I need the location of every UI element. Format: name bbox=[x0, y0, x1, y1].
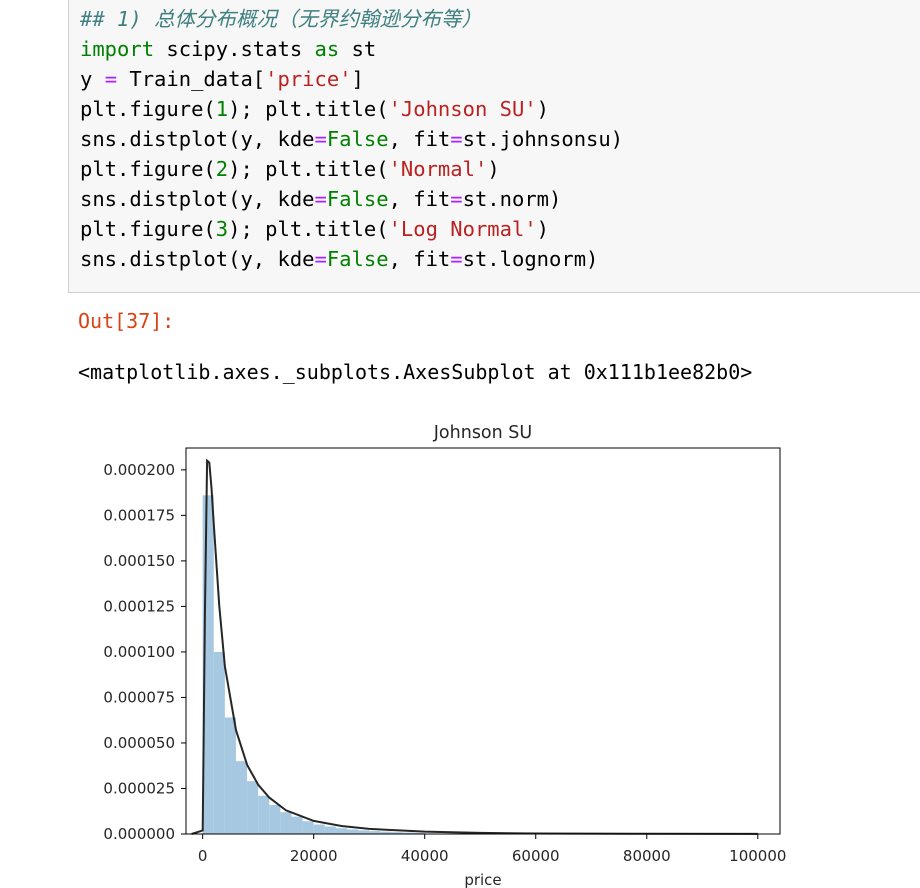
code-token: 'Normal' bbox=[388, 157, 488, 181]
code-line: sns.distplot(y, kde=False, fit=st.johnso… bbox=[80, 124, 623, 154]
histogram-bar bbox=[202, 495, 214, 834]
axes-frame bbox=[185, 447, 781, 835]
code-line: y = Train_data['price'] bbox=[80, 64, 623, 94]
code-token: 'price' bbox=[265, 67, 352, 91]
code-token: = bbox=[314, 127, 327, 151]
code-token: = bbox=[314, 247, 327, 271]
histogram-bar bbox=[358, 830, 370, 834]
code-editor[interactable]: ## 1) 总体分布概况（无界约翰逊分布等） import scipy.stats… bbox=[80, 4, 623, 274]
code-token: ); plt.title( bbox=[228, 97, 389, 121]
code-token: ) bbox=[536, 217, 550, 241]
histogram-bar bbox=[224, 717, 236, 834]
histogram-bar bbox=[380, 831, 392, 834]
code-token: sns.distplot(y, kde bbox=[80, 187, 315, 211]
code-line: sns.distplot(y, kde=False, fit=st.lognor… bbox=[80, 244, 623, 274]
code-token: = bbox=[314, 187, 327, 211]
x-tick-label: 20000 bbox=[290, 847, 338, 865]
code-line: plt.figure(1); plt.title('Johnson SU') bbox=[80, 94, 623, 124]
code-token: , fit bbox=[388, 187, 451, 211]
histogram-bar bbox=[235, 761, 248, 834]
code-token: False bbox=[326, 247, 389, 271]
y-tick-label: 0.000175 bbox=[103, 506, 175, 524]
histogram-bar bbox=[291, 816, 303, 834]
x-tick-label: 60000 bbox=[512, 847, 560, 865]
y-tick-label: 0.000100 bbox=[103, 643, 175, 661]
johnson-su-chart: 0.000000 0.000025 0.000050 0.000075 0.000100… bbox=[103, 423, 786, 888]
histogram-bar bbox=[302, 821, 314, 834]
output-text: <matplotlib.axes._subplots.AxesSubplot a… bbox=[78, 360, 753, 384]
x-tick-label: 80000 bbox=[623, 847, 671, 865]
x-tick-label: 0 bbox=[198, 847, 208, 865]
code-token: = bbox=[104, 67, 118, 91]
histogram-bar bbox=[258, 795, 270, 834]
histogram-bar bbox=[335, 828, 347, 834]
y-tick-label: 0.000075 bbox=[103, 688, 175, 706]
code-token: 'Log Normal' bbox=[388, 217, 537, 241]
x-tick-label: 100000 bbox=[729, 847, 786, 865]
histogram-bar bbox=[391, 832, 403, 834]
code-token: ); plt.title( bbox=[228, 157, 389, 181]
y-tick-label: 0.000025 bbox=[103, 779, 175, 797]
y-tick-label: 0.000125 bbox=[103, 597, 175, 615]
chart-title: Johnson SU bbox=[433, 423, 532, 443]
code-cell[interactable]: ## 1) 总体分布概况（无界约翰逊分布等） import scipy.stats… bbox=[68, 0, 920, 293]
code-token: = bbox=[450, 127, 463, 151]
code-token: = bbox=[450, 247, 463, 271]
code-token: = bbox=[450, 187, 463, 211]
code-line: import scipy.stats as st bbox=[80, 34, 623, 64]
code-token: scipy.stats bbox=[154, 37, 315, 61]
code-token: 'Johnson SU' bbox=[388, 97, 537, 121]
code-token: 3 bbox=[215, 217, 229, 241]
x-axis-label: price bbox=[464, 871, 501, 888]
code-token: as bbox=[314, 37, 340, 61]
y-tick-label: 0.000000 bbox=[103, 825, 175, 843]
histogram-bar bbox=[269, 804, 281, 834]
histogram-bar bbox=[213, 651, 225, 834]
fit-curve-line bbox=[191, 458, 758, 835]
x-axis-ticks: 0 20000 40000 60000 80000 100000 bbox=[198, 834, 786, 865]
histogram-bar bbox=[280, 812, 292, 834]
code-token: ); plt.title( bbox=[228, 217, 389, 241]
histogram-bar bbox=[324, 826, 336, 834]
code-token: False bbox=[326, 127, 389, 151]
code-token: st.lognorm) bbox=[462, 247, 599, 271]
code-token: 1 bbox=[215, 97, 229, 121]
histogram-bar bbox=[369, 831, 381, 834]
code-token: plt.figure( bbox=[80, 217, 216, 241]
y-tick-label: 0.000200 bbox=[103, 461, 175, 479]
code-token: st bbox=[339, 37, 377, 61]
code-token: plt.figure( bbox=[80, 97, 216, 121]
code-line: ## 1) 总体分布概况（无界约翰逊分布等） bbox=[80, 4, 623, 34]
y-axis-ticks: 0.000000 0.000025 0.000050 0.000075 0.000100… bbox=[103, 461, 186, 843]
code-token: st.johnsonsu) bbox=[462, 127, 624, 151]
code-token: ] bbox=[351, 67, 364, 91]
output-prompt: Out[37]: bbox=[78, 309, 175, 333]
code-line: plt.figure(2); plt.title('Normal') bbox=[80, 154, 623, 184]
histogram-bar bbox=[247, 781, 259, 834]
histogram-bars bbox=[202, 495, 425, 834]
histogram-bar bbox=[313, 824, 325, 834]
histogram-bar bbox=[346, 829, 359, 834]
x-tick-label: 40000 bbox=[401, 847, 449, 865]
y-tick-label: 0.000150 bbox=[103, 552, 175, 570]
code-token: , fit bbox=[388, 127, 451, 151]
code-line: plt.figure(3); plt.title('Log Normal') bbox=[80, 214, 623, 244]
code-token: ) bbox=[536, 97, 550, 121]
code-token: False bbox=[326, 187, 389, 211]
code-token: ) bbox=[487, 157, 500, 181]
code-token: sns.distplot(y, kde bbox=[80, 247, 315, 271]
code-token: sns.distplot(y, kde bbox=[80, 127, 315, 151]
code-token: y bbox=[80, 67, 105, 91]
code-token: plt.figure( bbox=[80, 157, 216, 181]
code-token: 2 bbox=[215, 157, 229, 181]
code-line: sns.distplot(y, kde=False, fit=st.norm) bbox=[80, 184, 623, 214]
histogram-bar bbox=[413, 832, 425, 834]
code-token: , fit bbox=[388, 247, 451, 271]
histogram-bar bbox=[402, 832, 414, 834]
y-tick-label: 0.000050 bbox=[103, 734, 175, 752]
code-token: ## 1) 总体分布概况（无界约翰逊分布等） bbox=[80, 7, 483, 31]
code-token: import bbox=[80, 37, 155, 61]
code-token: Train_data[ bbox=[117, 67, 266, 91]
code-token: st.norm) bbox=[462, 187, 562, 211]
